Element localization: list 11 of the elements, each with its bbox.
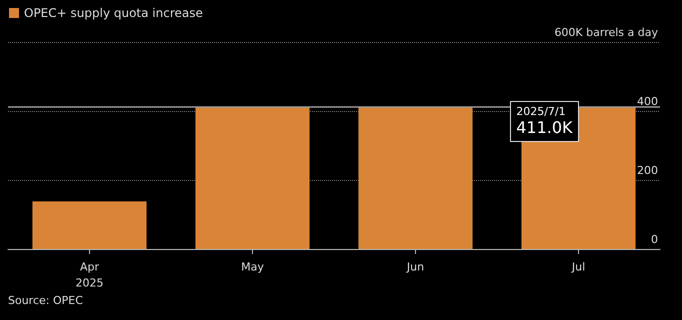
y-tick-label: 400	[637, 95, 658, 108]
y-tick-label: 600K barrels a day	[554, 26, 658, 39]
legend-label: OPEC+ supply quota increase	[24, 6, 203, 20]
annotation: 2025/7/1 411.0K	[516, 105, 572, 138]
x-tick-label: Jul	[570, 260, 586, 274]
x-tick-label: May	[241, 260, 264, 274]
x-tick-label: Apr 2025	[76, 260, 104, 290]
source-note: Source: OPEC	[8, 294, 84, 307]
x-tick-label: Jun	[406, 260, 424, 274]
y-tick-label: 0	[651, 233, 658, 246]
y-tick-label: 200	[637, 164, 658, 177]
